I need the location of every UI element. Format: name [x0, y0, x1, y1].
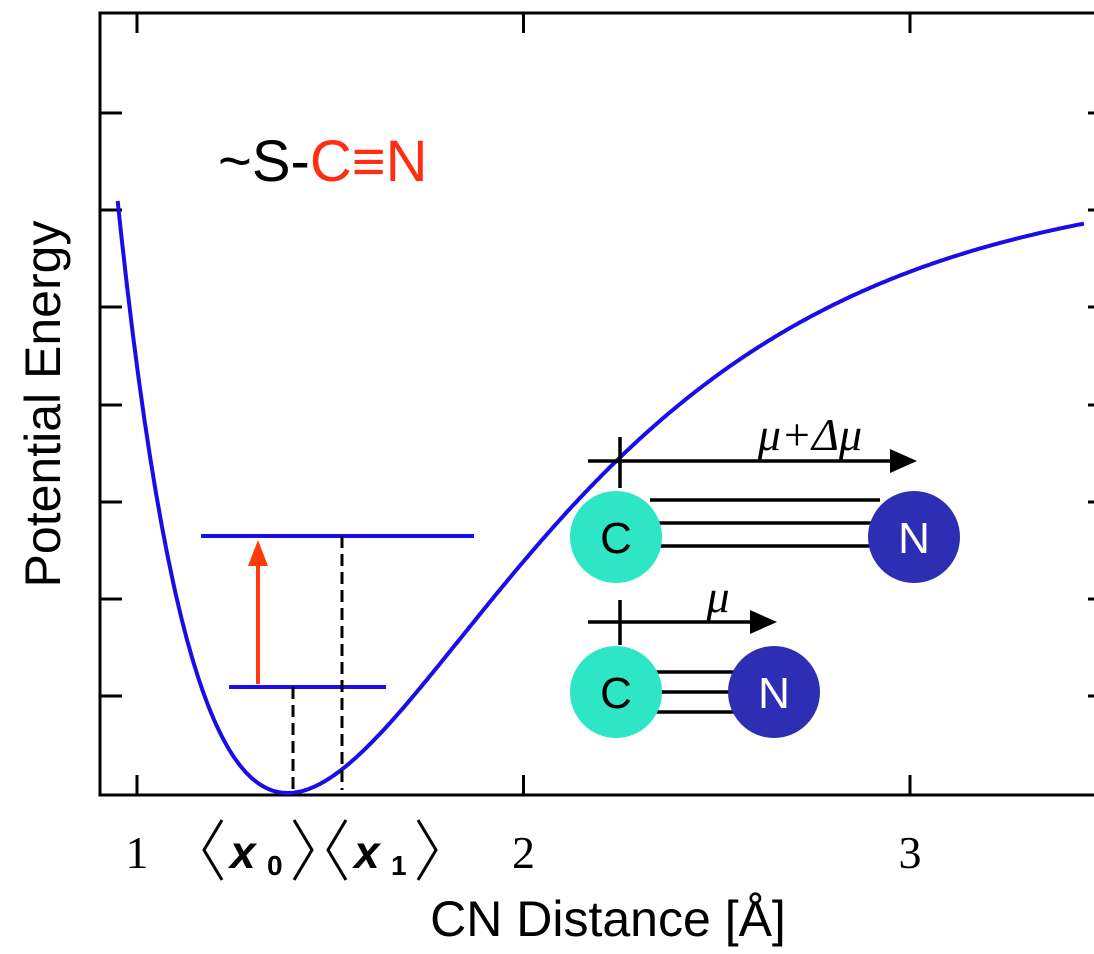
axis-ticks [100, 13, 1094, 795]
x-tick-label: 1 [126, 827, 149, 878]
carbon-atom [570, 491, 662, 583]
dipole-label: μ+Δμ [757, 409, 862, 460]
molecule-label-prefix: ~S- [218, 129, 310, 194]
angle-bracket-left [326, 819, 348, 881]
plot-content [115, 200, 1085, 795]
expectation-symbol: x [227, 826, 258, 878]
carbon-atom [570, 646, 662, 738]
molecule-label: ~S-C≡N [218, 129, 428, 194]
x-tick-label: 3 [899, 827, 922, 878]
dipole-arrow-head [750, 610, 777, 634]
carbon-atom-label: C [600, 669, 632, 718]
angle-bracket-left [202, 819, 224, 881]
expectation-subscript: 0 [267, 850, 283, 881]
nitrogen-atom [868, 491, 960, 583]
expectation-symbol: x [351, 826, 382, 878]
x-tick-label: 2 [512, 827, 535, 878]
nitrogen-atom-label: N [898, 514, 930, 563]
nitrogen-atom [728, 646, 820, 738]
expectation-subscript: 1 [391, 850, 407, 881]
molecule-label-highlight: C≡N [310, 129, 428, 194]
dipole-diagram-bottom: μ C N [570, 571, 820, 738]
nitrogen-atom-label: N [758, 669, 790, 718]
x-tick-labels: 1 2 3 [126, 827, 922, 878]
y-axis-label: Potential Energy [15, 221, 71, 588]
carbon-atom-label: C [600, 514, 632, 563]
excitation-arrow-head [248, 540, 268, 566]
angle-bracket-right [416, 819, 438, 881]
dipole-label: μ [705, 571, 729, 622]
angle-bracket-right [292, 819, 314, 881]
dipole-arrow-head [890, 449, 917, 473]
dipole-diagram-top: μ+Δμ C N [570, 409, 960, 583]
triple-bond [650, 498, 880, 548]
x-axis-label: CN Distance [Å] [430, 891, 786, 947]
potential-curve [115, 200, 1085, 795]
